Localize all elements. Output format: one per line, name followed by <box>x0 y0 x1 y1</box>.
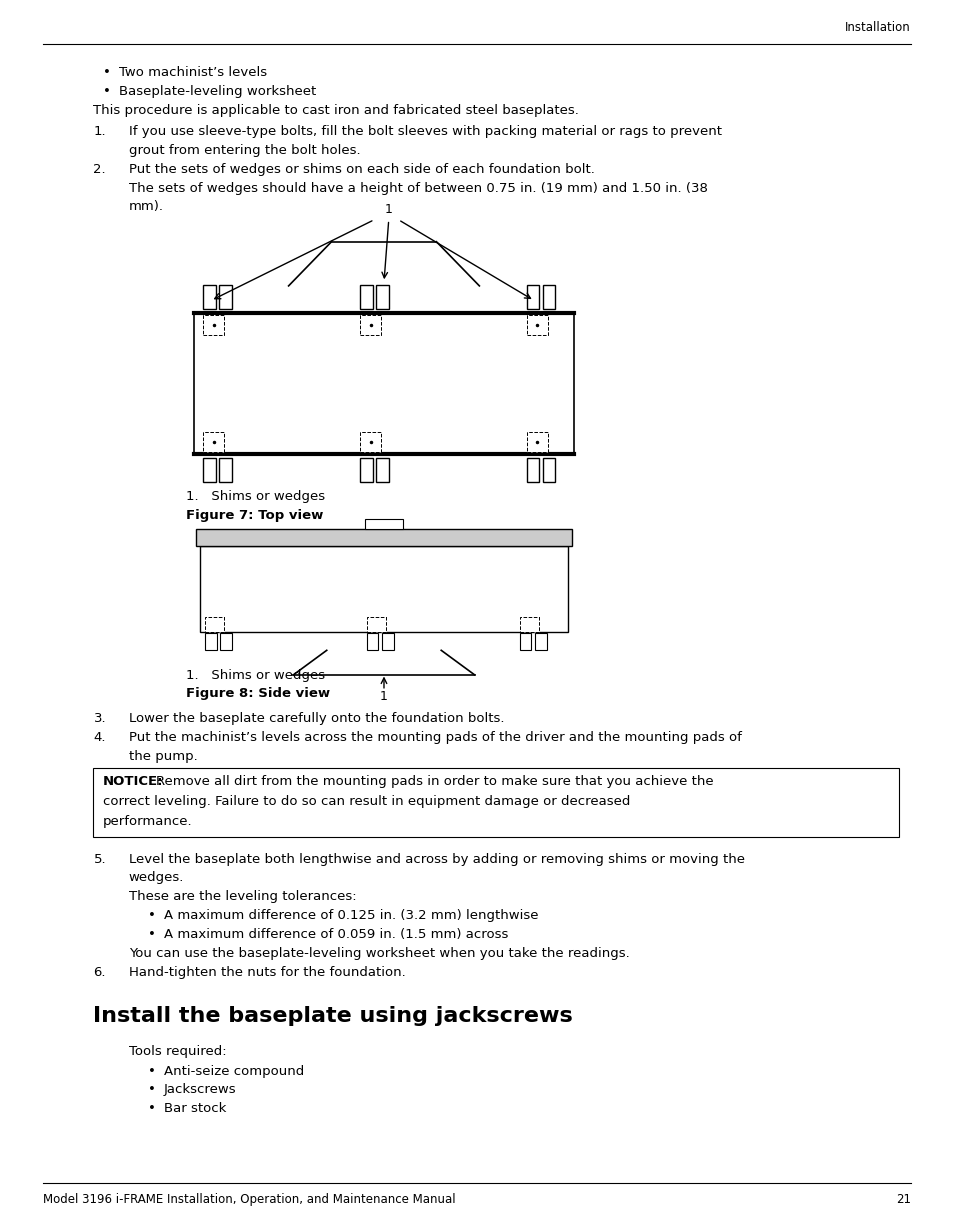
Bar <box>526 285 538 309</box>
Text: correct leveling. Failure to do so can result in equipment damage or decreased: correct leveling. Failure to do so can r… <box>103 795 630 809</box>
Text: Put the machinist’s levels across the mounting pads of the driver and the mounti: Put the machinist’s levels across the mo… <box>129 731 740 745</box>
Bar <box>203 458 215 482</box>
Bar <box>193 313 574 454</box>
Text: Lower the baseplate carefully onto the foundation bolts.: Lower the baseplate carefully onto the f… <box>129 712 504 725</box>
Text: •: • <box>148 1083 155 1097</box>
Text: wedges.: wedges. <box>129 871 184 885</box>
Text: 5.: 5. <box>93 853 106 866</box>
Text: Remove all dirt from the mounting pads in order to make sure that you achieve th: Remove all dirt from the mounting pads i… <box>155 775 713 789</box>
Text: A maximum difference of 0.059 in. (1.5 mm) across: A maximum difference of 0.059 in. (1.5 m… <box>164 928 508 941</box>
Text: 3.: 3. <box>93 712 106 725</box>
Bar <box>526 432 547 452</box>
Bar <box>359 315 380 335</box>
Bar <box>205 617 224 632</box>
Text: 2.: 2. <box>93 163 106 177</box>
Text: 1.   Shims or wedges: 1. Shims or wedges <box>186 669 325 682</box>
Bar <box>366 633 377 650</box>
Text: Bar stock: Bar stock <box>164 1102 226 1115</box>
Text: •: • <box>103 85 111 98</box>
Text: A maximum difference of 0.125 in. (3.2 mm) lengthwise: A maximum difference of 0.125 in. (3.2 m… <box>164 909 538 923</box>
Bar <box>219 285 232 309</box>
Bar <box>359 285 372 309</box>
Bar <box>203 285 215 309</box>
Bar <box>200 546 567 632</box>
Bar <box>364 519 402 529</box>
Bar <box>375 458 388 482</box>
Text: mm).: mm). <box>129 200 164 213</box>
Text: NOTICE:: NOTICE: <box>103 775 163 789</box>
Text: Jackscrews: Jackscrews <box>164 1083 236 1097</box>
Bar <box>205 633 216 650</box>
Text: If you use sleeve-type bolts, fill the bolt sleeves with packing material or rag: If you use sleeve-type bolts, fill the b… <box>129 125 721 139</box>
Text: 6.: 6. <box>93 966 106 979</box>
Bar <box>359 432 380 452</box>
Text: •: • <box>148 1065 155 1079</box>
Text: •: • <box>148 1102 155 1115</box>
Text: •: • <box>148 909 155 923</box>
Text: Baseplate-leveling worksheet: Baseplate-leveling worksheet <box>119 85 316 98</box>
Bar <box>195 529 572 546</box>
Text: performance.: performance. <box>103 815 193 828</box>
Bar <box>519 633 531 650</box>
Bar <box>535 633 546 650</box>
Text: Figure 8: Side view: Figure 8: Side view <box>186 687 330 701</box>
Text: the pump.: the pump. <box>129 750 197 763</box>
Bar <box>542 458 555 482</box>
Text: 1.: 1. <box>93 125 106 139</box>
Text: Level the baseplate both lengthwise and across by adding or removing shims or mo: Level the baseplate both lengthwise and … <box>129 853 744 866</box>
Text: Installation: Installation <box>844 21 910 34</box>
Text: This procedure is applicable to cast iron and fabricated steel baseplates.: This procedure is applicable to cast iro… <box>93 104 578 118</box>
Text: Tools required:: Tools required: <box>129 1045 226 1059</box>
Bar <box>542 285 555 309</box>
Bar <box>93 768 898 837</box>
Bar <box>526 458 538 482</box>
Text: •: • <box>148 928 155 941</box>
Bar <box>203 432 224 452</box>
Bar <box>366 617 385 632</box>
Text: grout from entering the bolt holes.: grout from entering the bolt holes. <box>129 144 360 157</box>
Bar <box>220 633 232 650</box>
Text: 1: 1 <box>379 690 388 703</box>
Text: These are the leveling tolerances:: These are the leveling tolerances: <box>129 890 356 903</box>
Text: Install the baseplate using jackscrews: Install the baseplate using jackscrews <box>93 1006 573 1026</box>
Text: Hand-tighten the nuts for the foundation.: Hand-tighten the nuts for the foundation… <box>129 966 405 979</box>
Bar <box>526 315 547 335</box>
Text: Put the sets of wedges or shims on each side of each foundation bolt.: Put the sets of wedges or shims on each … <box>129 163 594 177</box>
Text: You can use the baseplate-leveling worksheet when you take the readings.: You can use the baseplate-leveling works… <box>129 947 629 961</box>
Bar <box>519 617 538 632</box>
Bar <box>203 315 224 335</box>
Bar <box>381 633 393 650</box>
Text: •: • <box>103 66 111 80</box>
Text: 21: 21 <box>895 1193 910 1206</box>
Text: 4.: 4. <box>93 731 106 745</box>
Text: 1: 1 <box>384 202 393 216</box>
Text: Figure 7: Top view: Figure 7: Top view <box>186 509 323 523</box>
Text: The sets of wedges should have a height of between 0.75 in. (19 mm) and 1.50 in.: The sets of wedges should have a height … <box>129 182 707 195</box>
Bar <box>359 458 372 482</box>
Text: 1.   Shims or wedges: 1. Shims or wedges <box>186 490 325 503</box>
Bar <box>219 458 232 482</box>
Bar <box>375 285 388 309</box>
Text: Two machinist’s levels: Two machinist’s levels <box>119 66 267 80</box>
Text: Model 3196 i-FRAME Installation, Operation, and Maintenance Manual: Model 3196 i-FRAME Installation, Operati… <box>43 1193 456 1206</box>
Text: Anti-seize compound: Anti-seize compound <box>164 1065 304 1079</box>
